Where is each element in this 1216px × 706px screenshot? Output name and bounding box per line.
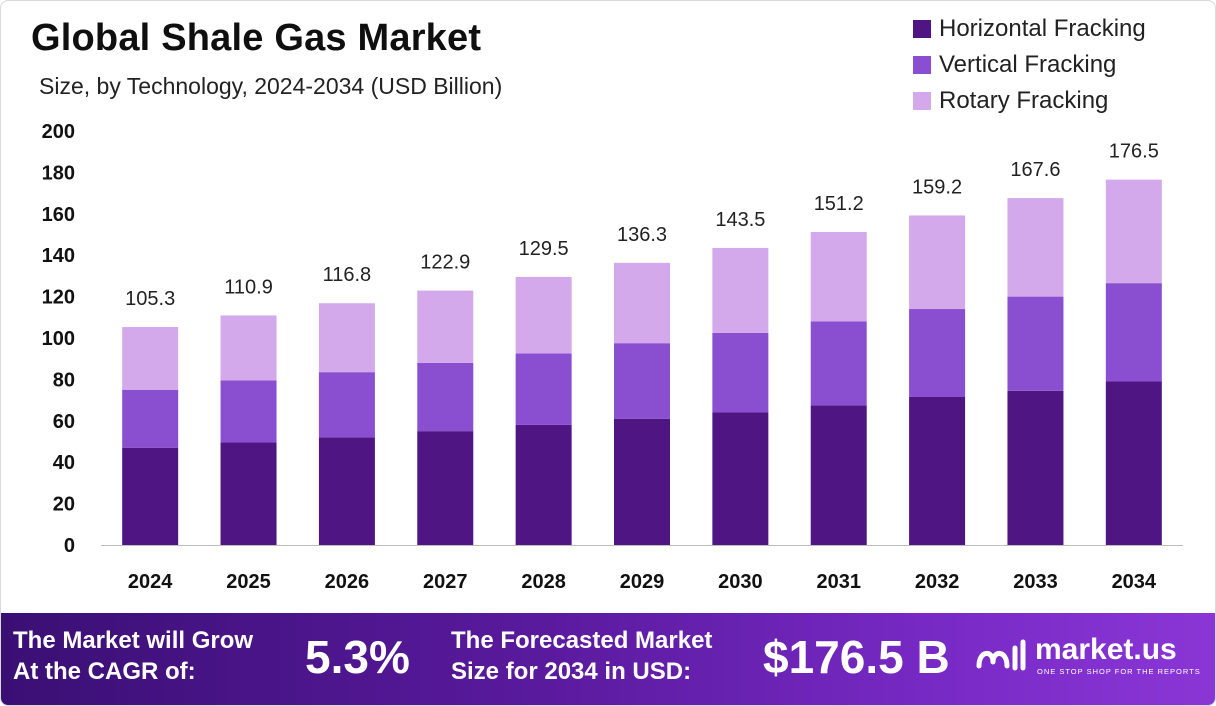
bar-rotary [614, 262, 670, 344]
bar-total-label: 176.5 [1109, 141, 1159, 163]
bar-total-label: 116.8 [323, 264, 372, 286]
bar-rotary [318, 303, 375, 373]
bar-horizontal [417, 431, 474, 545]
cagr-label-line1: The Market will Grow [13, 627, 254, 654]
bar-total-label: 143.5 [715, 209, 765, 231]
bar-vertical [318, 372, 375, 438]
x-tick-label: 2026 [325, 571, 370, 593]
bar-total-label: 159.2 [912, 176, 962, 198]
x-tick-label: 2027 [423, 571, 468, 593]
brand-tagline: ONE STOP SHOP FOR THE REPORTS [1037, 667, 1201, 676]
legend-label-rotary: Rotary Fracking [939, 87, 1109, 114]
cagr-value: 5.3% [305, 631, 410, 683]
bar-chart: 0 20 40 60 80 100 120 140 160 180 200 105.3 2024 110.… [42, 121, 1183, 593]
y-tick-label: 200 [42, 121, 75, 143]
y-tick-label: 140 [42, 245, 75, 267]
forecast-label-line1: The Forecasted Market [451, 627, 713, 654]
legend-label-horizontal: Horizontal Fracking [939, 15, 1146, 42]
bar-vertical [122, 389, 179, 448]
bar-rotary [712, 247, 769, 333]
bar-horizontal [318, 437, 375, 545]
y-tick-label: 40 [53, 452, 75, 474]
bar-horizontal [810, 405, 867, 545]
bar-horizontal [614, 418, 670, 545]
bar-horizontal [220, 442, 277, 545]
forecast-label-line2: Size for 2034 in USD: [451, 658, 692, 685]
y-tick-label: 160 [42, 204, 75, 226]
y-tick-label: 120 [42, 287, 75, 309]
bar-vertical [220, 380, 277, 443]
legend-item-vertical: Vertical Fracking [913, 47, 1146, 83]
y-tick-label: 80 [53, 369, 75, 391]
bar-horizontal [122, 447, 179, 545]
bar-vertical [810, 321, 867, 406]
bar-vertical [1007, 296, 1064, 391]
bar-vertical [1105, 283, 1162, 382]
chart-subtitle: Size, by Technology, 2024-2034 (USD Bill… [39, 73, 503, 99]
legend-swatch-rotary [913, 92, 931, 110]
bar-total-label: 122.9 [420, 252, 470, 274]
brand-logo: market.us ONE STOP SHOP FOR THE REPORTS [975, 635, 1201, 676]
bar-total-label: 167.6 [1010, 159, 1060, 181]
bar-rotary [122, 327, 179, 390]
bar-rotary [417, 290, 474, 363]
y-tick-label: 100 [42, 328, 75, 350]
forecast-value: $176.5 B [763, 631, 950, 683]
x-tick-label: 2033 [1013, 571, 1058, 593]
cagr-label-line2: At the CAGR of: [13, 658, 196, 685]
legend-item-horizontal: Horizontal Fracking [913, 11, 1146, 47]
bar-total-label: 105.3 [125, 288, 175, 310]
legend-label-vertical: Vertical Fracking [939, 51, 1117, 78]
bar-rotary [1105, 179, 1162, 284]
bar-rotary [515, 276, 572, 354]
y-tick-label: 180 [42, 162, 75, 184]
bar-total-label: 136.3 [617, 224, 667, 246]
bar-rotary [909, 215, 966, 310]
bar-horizontal [1105, 381, 1162, 545]
x-tick-label: 2028 [521, 571, 566, 593]
bar-vertical [515, 353, 572, 425]
y-tick-label: 0 [64, 535, 75, 557]
x-tick-label: 2030 [718, 571, 763, 593]
cagr-label: The Market will Grow At the CAGR of: [13, 625, 253, 687]
legend-item-rotary: Rotary Fracking [913, 83, 1146, 119]
bar-rotary [810, 232, 867, 322]
bar-vertical [614, 343, 670, 419]
marketus-logo-icon [976, 639, 1026, 670]
x-tick-label: 2025 [226, 571, 271, 593]
footer-banner: The Market will Grow At the CAGR of: 5.3… [1, 613, 1215, 705]
bar-horizontal [1007, 390, 1064, 545]
bar-total-label: 129.5 [519, 238, 569, 260]
bar-vertical [417, 362, 474, 432]
bar-vertical [909, 309, 966, 397]
y-tick-label: 20 [53, 494, 75, 516]
x-tick-label: 2029 [620, 571, 665, 593]
forecast-label: The Forecasted Market Size for 2034 in U… [451, 625, 712, 687]
bar-horizontal [909, 396, 966, 545]
x-tick-label: 2034 [1112, 571, 1157, 593]
legend-swatch-vertical [913, 56, 931, 74]
x-tick-label: 2024 [128, 571, 173, 593]
bar-total-label: 151.2 [814, 193, 864, 215]
legend: Horizontal Fracking Vertical Fracking Ro… [913, 11, 1146, 119]
bar-horizontal [712, 412, 769, 545]
bar-total-label: 110.9 [224, 276, 273, 298]
chart-title: Global Shale Gas Market [31, 17, 482, 59]
legend-swatch-horizontal [913, 20, 931, 38]
bar-rotary [220, 315, 277, 381]
bar-horizontal [515, 424, 572, 545]
bar-rotary [1007, 198, 1064, 297]
brand-name: market.us [1035, 633, 1177, 666]
bar-vertical [712, 332, 769, 413]
x-tick-label: 2032 [915, 571, 960, 593]
y-tick-label: 60 [53, 411, 75, 433]
x-tick-label: 2031 [816, 571, 861, 593]
